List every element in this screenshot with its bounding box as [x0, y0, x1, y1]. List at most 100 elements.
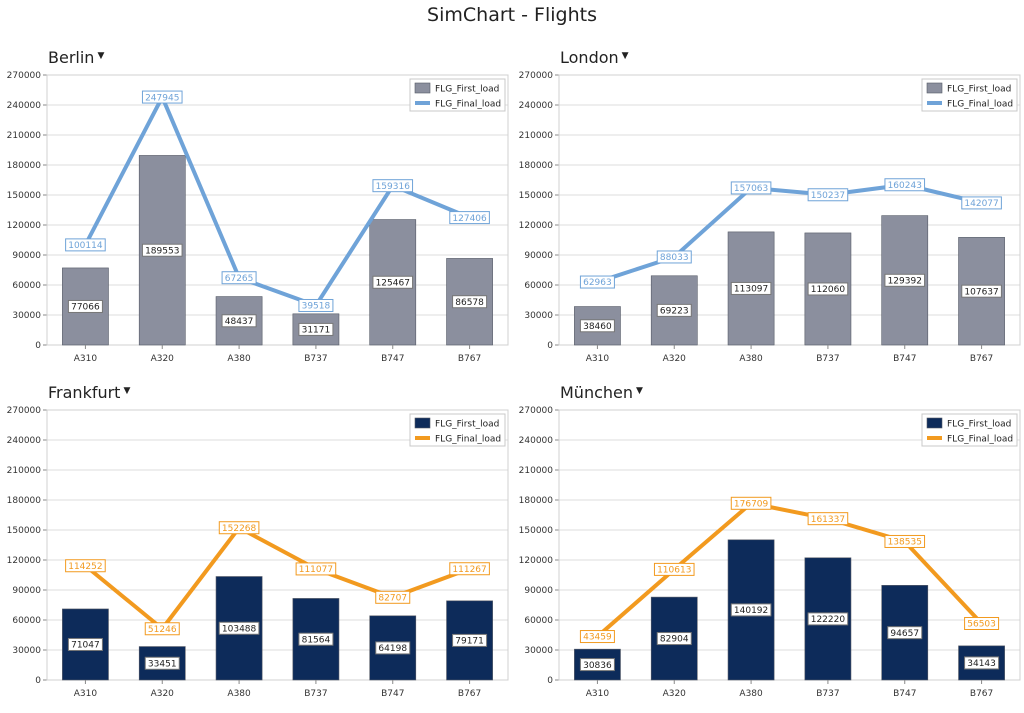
data-label: 122220: [811, 615, 846, 625]
chart-svg: 0 30000 60000 90000 120000 150000 180000 210000…: [7, 71, 509, 364]
data-label-box: [579, 630, 615, 644]
x-tick-label: B737: [304, 354, 327, 364]
y-tick-label: 30000: [12, 311, 41, 321]
data-label: 161337: [811, 515, 845, 525]
x-tick-label: A310: [586, 354, 610, 364]
data-label: 51246: [148, 625, 177, 635]
chevron-down-icon: ▼: [621, 51, 629, 61]
y-tick-label: 60000: [524, 281, 553, 291]
y-tick-label: 210000: [519, 466, 554, 476]
data-label-box: [730, 181, 772, 195]
legend-label: FLG_Final_load: [435, 100, 501, 110]
x-tick-label: B737: [304, 689, 327, 699]
chart-title: München: [560, 383, 634, 402]
x-tick-label: A310: [586, 689, 610, 699]
chart-title: Frankfurt: [48, 383, 121, 402]
y-tick-label: 0: [35, 676, 41, 686]
data-label: 157063: [734, 184, 768, 194]
legend-label: FLG_First_load: [435, 420, 499, 430]
data-label-box: [298, 632, 334, 646]
data-label-box: [579, 275, 615, 289]
y-tick-label: 120000: [7, 556, 42, 566]
data-label: 100114: [68, 241, 103, 251]
x-tick-label: B737: [816, 689, 839, 699]
chevron-down-icon: ▼: [636, 386, 643, 396]
x-tick-label: A380: [739, 354, 763, 364]
data-label: 142077: [964, 199, 998, 209]
legend-swatch-bar: [414, 82, 431, 94]
data-label: 247945: [145, 93, 179, 103]
y-tick-label: 0: [547, 341, 553, 351]
y-tick-label: 210000: [7, 131, 42, 141]
data-label: 176709: [734, 499, 769, 509]
x-tick-label: A320: [151, 689, 175, 699]
data-label-box: [449, 211, 490, 225]
data-label: 79171: [455, 637, 484, 647]
data-label-box: [144, 656, 180, 670]
x-tick-label: B767: [458, 689, 481, 699]
y-tick-label: 180000: [519, 496, 554, 506]
y-tick-label: 180000: [7, 161, 42, 171]
chevron-down-icon: ▼: [123, 386, 131, 396]
y-tick-label: 270000: [7, 406, 42, 416]
x-tick-label: A310: [74, 689, 98, 699]
y-tick-label: 30000: [12, 646, 41, 656]
series-line: [83, 525, 472, 631]
data-label-box: [656, 303, 692, 317]
data-label: 43459: [583, 633, 612, 643]
y-tick-label: 270000: [7, 71, 42, 81]
x-tick-label: B767: [458, 354, 481, 364]
chart-title-dropdown[interactable]: London ▼: [560, 48, 629, 67]
data-label: 81564: [302, 635, 331, 645]
y-tick-label: 150000: [7, 191, 42, 201]
y-tick-label: 180000: [519, 161, 554, 171]
data-label-box: [807, 612, 849, 626]
legend-label: FLG_Final_load: [435, 435, 501, 445]
x-tick-label: B767: [970, 689, 993, 699]
y-tick-label: 150000: [519, 526, 554, 536]
chart-panel-berlin: Berlin ▼ 0 30000 60000 90000 120000 150000 1800…: [0, 38, 512, 378]
data-label: 159316: [376, 182, 411, 192]
data-label: 111077: [299, 565, 333, 575]
data-label: 110613: [657, 566, 691, 576]
chevron-down-icon: ▼: [97, 51, 105, 61]
chart-title-dropdown[interactable]: Frankfurt ▼: [48, 383, 130, 402]
data-label-box: [65, 559, 106, 573]
plot-frame: [558, 74, 1021, 346]
data-label: 152268: [222, 524, 257, 534]
y-tick-label: 60000: [12, 616, 41, 626]
data-label: 34143: [967, 659, 996, 669]
legend-swatch-bar: [926, 82, 943, 94]
chart-svg: 0 30000 60000 90000 120000 150000 180000 210000…: [519, 406, 1021, 699]
data-label-box: [67, 299, 103, 313]
data-label: 129392: [888, 277, 922, 287]
data-label-box: [372, 275, 414, 289]
data-label-box: [218, 521, 260, 535]
chart-svg: 0 30000 60000 90000 120000 150000 180000 210000…: [519, 71, 1021, 364]
data-label: 33451: [148, 659, 177, 669]
x-tick-label: B747: [381, 354, 404, 364]
y-tick-label: 150000: [519, 191, 554, 201]
y-tick-label: 180000: [7, 496, 42, 506]
y-tick-label: 120000: [7, 221, 42, 231]
x-tick-label: A380: [227, 689, 251, 699]
data-label-box: [730, 603, 772, 617]
data-label-box: [964, 616, 1000, 630]
chart-title-dropdown[interactable]: München ▼: [560, 383, 643, 402]
legend-swatch-bar: [926, 417, 943, 429]
x-tick-label: B747: [893, 354, 916, 364]
plot-frame: [46, 409, 509, 681]
data-label-box: [961, 284, 1002, 298]
chart-panel-frankfurt: Frankfurt ▼ 0 30000 60000 90000 120000 150000 1…: [0, 373, 512, 713]
y-tick-label: 270000: [519, 71, 554, 81]
x-tick-label: B737: [816, 354, 839, 364]
plot-frame: [46, 74, 509, 346]
data-label: 88033: [660, 253, 689, 263]
data-label: 67265: [225, 274, 254, 284]
data-label: 111267: [452, 565, 486, 575]
chart-title-dropdown[interactable]: Berlin ▼: [48, 48, 104, 67]
chart-title: London: [560, 48, 619, 67]
x-tick-label: B767: [970, 354, 993, 364]
data-label-box: [372, 179, 414, 193]
data-label-box: [452, 295, 488, 309]
